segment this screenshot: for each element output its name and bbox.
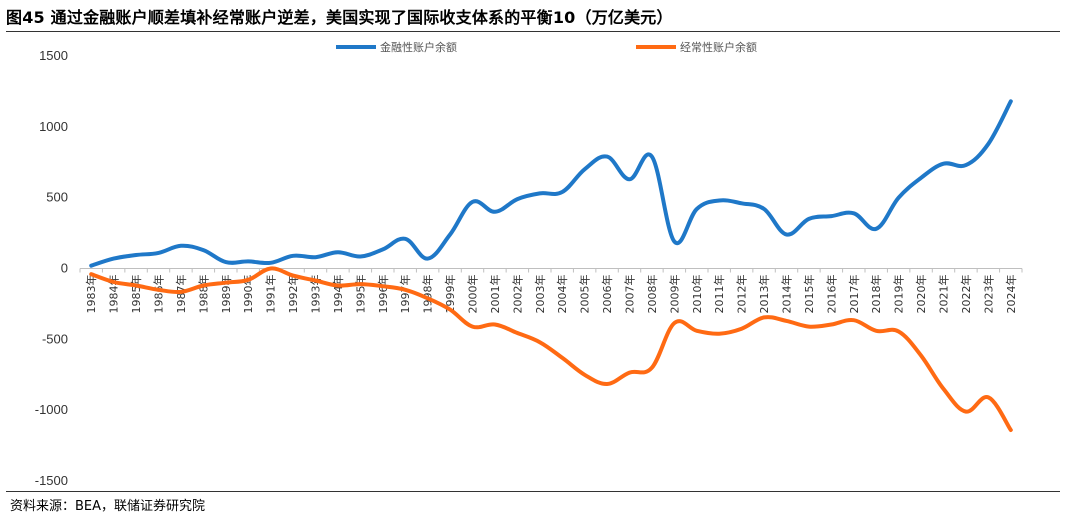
y-tick-label: 500 <box>46 190 68 205</box>
y-axis: 1500 1000 500 0 -500 -1000 -1500 <box>35 48 68 488</box>
x-tick-label: 1983年 <box>84 275 98 314</box>
x-tick-label: 2002年 <box>510 275 524 314</box>
current-account-line <box>89 266 1013 432</box>
x-tick-label: 1997年 <box>398 275 412 314</box>
x-tick-label: 1990年 <box>241 275 255 314</box>
x-tick-label: 1985年 <box>129 275 143 314</box>
source-note: 资料来源：BEA，联储证券研究院 <box>10 499 206 514</box>
x-tick-label: 2018年 <box>869 275 883 314</box>
x-tick-label: 2006年 <box>600 275 614 314</box>
y-tick-label: 1000 <box>39 119 68 134</box>
x-tick-label: 2005年 <box>578 275 592 314</box>
series-layer <box>89 99 1013 432</box>
x-tick-label: 2000年 <box>466 275 480 314</box>
x-tick-label: 2004年 <box>555 275 569 314</box>
y-tick-label: -1500 <box>35 473 68 488</box>
x-tick-label: 2014年 <box>780 275 794 314</box>
y-tick-label: -500 <box>42 331 68 346</box>
x-tick-label: 2022年 <box>959 275 973 314</box>
x-tick-label: 1994年 <box>331 275 345 314</box>
x-tick-label: 1999年 <box>443 275 457 314</box>
x-tick-label: 2020年 <box>914 275 928 314</box>
x-tick-label: 2008年 <box>645 275 659 314</box>
x-tick-label: 1996年 <box>376 275 390 314</box>
x-tick-label: 2012年 <box>735 275 749 314</box>
x-tick-label: 2009年 <box>667 275 681 314</box>
x-axis: 1983年 1984年 1985年 1986年 1987年 1988年 1989年 1990年… <box>79 268 1023 314</box>
x-tick-label: 1992年 <box>286 275 300 314</box>
x-tick-label: 2019年 <box>892 275 906 314</box>
x-tick-label: 2001年 <box>488 275 502 314</box>
x-tick-label: 2010年 <box>690 275 704 314</box>
x-tick-label: 1995年 <box>353 275 367 314</box>
x-tick-label: 1998年 <box>421 275 435 314</box>
x-tick-label: 2017年 <box>847 275 861 314</box>
x-tick-label: 2021年 <box>937 275 951 314</box>
x-tick-label: 2023年 <box>981 275 995 314</box>
x-tick-label: 2013年 <box>757 275 771 314</box>
source-divider <box>6 491 1060 492</box>
legend-label-current: 经常性账户余额 <box>680 40 757 54</box>
x-tick-label: 2015年 <box>802 275 816 314</box>
x-tick-label: 2007年 <box>623 275 637 314</box>
legend: 金融性账户余额 经常性账户余额 <box>336 40 757 54</box>
financial-account-line <box>89 99 1013 268</box>
x-tick-label: 2016年 <box>824 275 838 314</box>
x-tick-label: 2024年 <box>1004 274 1018 313</box>
x-tick-label: 1988年 <box>196 275 210 314</box>
x-tick-label: 1986年 <box>152 275 166 314</box>
x-tick-label: 1993年 <box>309 275 323 314</box>
title-divider <box>6 31 1060 32</box>
y-tick-label: 1500 <box>39 48 68 63</box>
chart-title: 图45 通过金融账户顺差填补经常账户逆差，美国实现了国际收支体系的平衡10（万亿… <box>6 8 673 27</box>
x-tick-label: 2003年 <box>533 275 547 314</box>
y-tick-label: -1000 <box>35 402 68 417</box>
x-tick-label: 2011年 <box>712 275 726 314</box>
y-tick-label: 0 <box>61 261 68 276</box>
legend-label-financial: 金融性账户余额 <box>380 40 457 54</box>
x-tick-label: 1987年 <box>174 275 188 314</box>
x-tick-label: 1991年 <box>264 275 278 314</box>
